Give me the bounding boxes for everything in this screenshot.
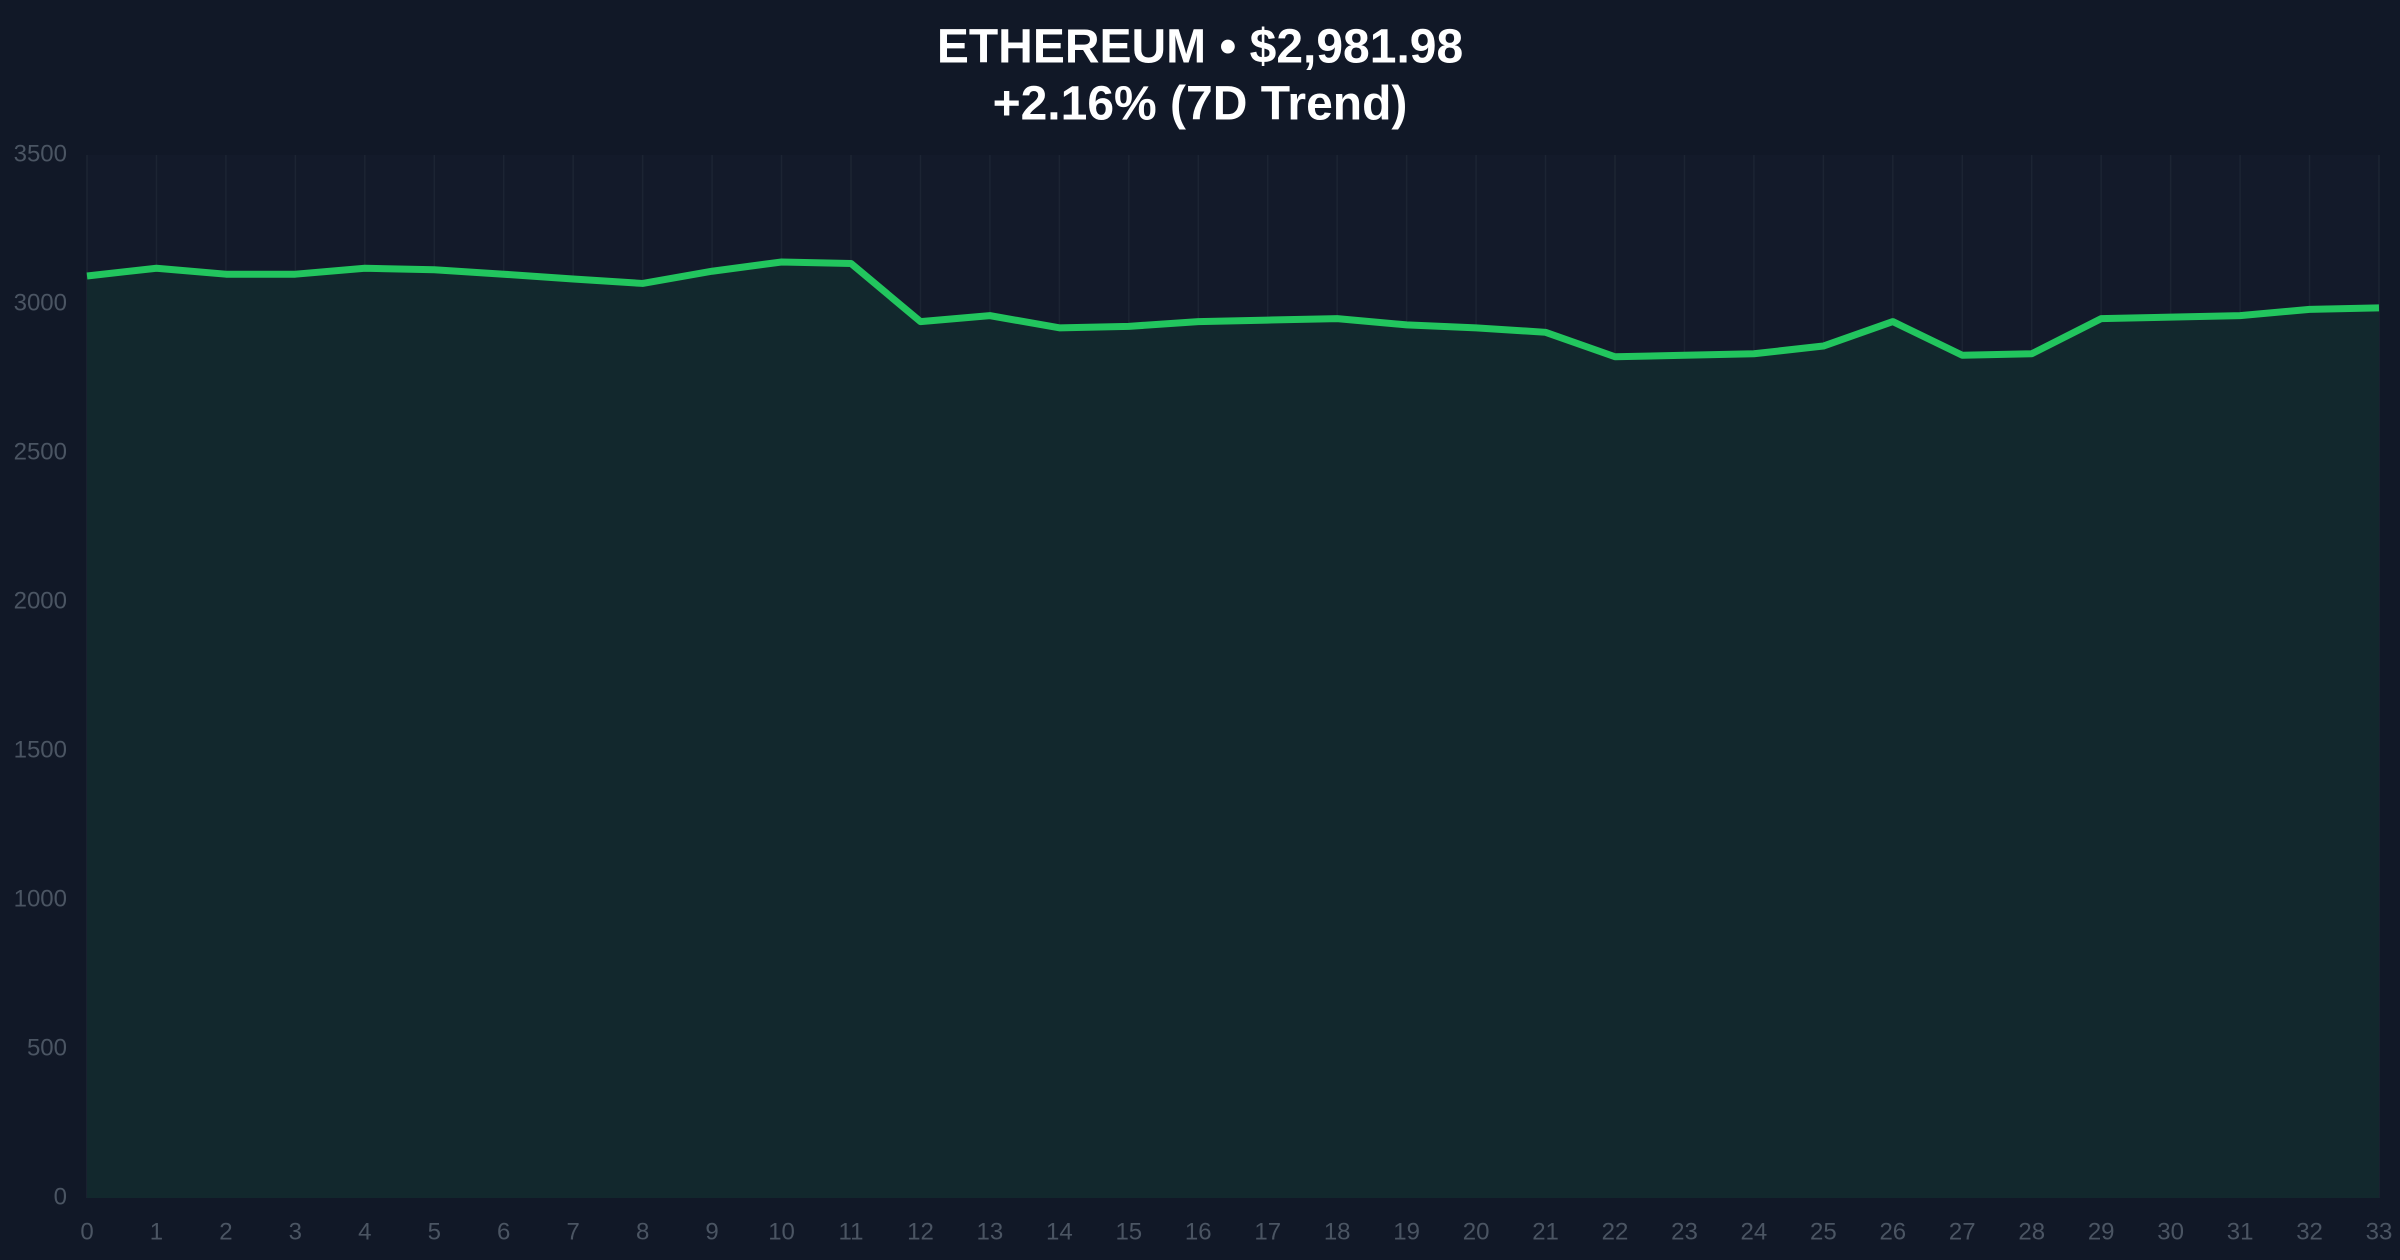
x-tick-label: 27 bbox=[1949, 1218, 1976, 1245]
chart-subtitle: +2.16% (7D Trend) bbox=[993, 78, 1408, 131]
x-tick-label: 14 bbox=[1046, 1218, 1073, 1245]
x-tick-label: 17 bbox=[1254, 1218, 1281, 1245]
line bbox=[86, 258, 2380, 361]
x-tick-label: 21 bbox=[1532, 1218, 1559, 1245]
x-tick-label: 4 bbox=[358, 1218, 371, 1245]
x-tick-label: 1 bbox=[150, 1218, 163, 1245]
x-tick-label: 33 bbox=[2366, 1218, 2393, 1245]
x-tick-label: 22 bbox=[1602, 1218, 1629, 1245]
x-tick-label: 2 bbox=[219, 1218, 232, 1245]
x-tick-label: 28 bbox=[2018, 1218, 2045, 1245]
y-tick-label: 1000 bbox=[14, 885, 67, 912]
x-tick-label: 5 bbox=[428, 1218, 441, 1245]
x-tick-label: 6 bbox=[497, 1218, 510, 1245]
y-tick-label: 3000 bbox=[14, 289, 67, 316]
x-tick-label: 18 bbox=[1324, 1218, 1351, 1245]
y-tick-label: 2000 bbox=[14, 587, 67, 614]
y-tick-label: 1500 bbox=[14, 736, 67, 763]
x-tick-label: 16 bbox=[1185, 1218, 1212, 1245]
y-tick-label: 3500 bbox=[14, 140, 67, 167]
x-tick-label: 31 bbox=[2227, 1218, 2254, 1245]
x-tick-label: 12 bbox=[907, 1218, 934, 1245]
chart-title: ETHEREUM • $2,981.98 bbox=[937, 21, 1463, 74]
x-tick-label: 10 bbox=[768, 1218, 795, 1245]
x-tick-label: 11 bbox=[839, 1218, 864, 1245]
x-tick-label: 7 bbox=[567, 1218, 580, 1245]
x-tick-label: 25 bbox=[1810, 1218, 1837, 1245]
x-tick-label: 0 bbox=[80, 1218, 93, 1245]
y-tick-label: 500 bbox=[27, 1034, 67, 1061]
x-tick-label: 32 bbox=[2296, 1218, 2323, 1245]
x-tick-label: 3 bbox=[289, 1218, 302, 1245]
x-tick-label: 24 bbox=[1741, 1218, 1768, 1245]
x-tick-label: 20 bbox=[1463, 1218, 1490, 1245]
x-tick-label: 23 bbox=[1671, 1218, 1698, 1245]
x-tick-label: 19 bbox=[1393, 1218, 1420, 1245]
area bbox=[87, 261, 2379, 1198]
x-tick-label: 8 bbox=[636, 1218, 649, 1245]
x-tick-label: 9 bbox=[705, 1218, 718, 1245]
y-tick-label: 0 bbox=[54, 1183, 67, 1210]
x-tick-label: 15 bbox=[1115, 1218, 1142, 1245]
x-tick-label: 26 bbox=[1879, 1218, 1906, 1245]
x-tick-label: 13 bbox=[977, 1218, 1004, 1245]
x-tick-label: 30 bbox=[2157, 1218, 2184, 1245]
x-tick-label: 29 bbox=[2088, 1218, 2115, 1245]
y-tick-label: 2500 bbox=[14, 438, 67, 465]
